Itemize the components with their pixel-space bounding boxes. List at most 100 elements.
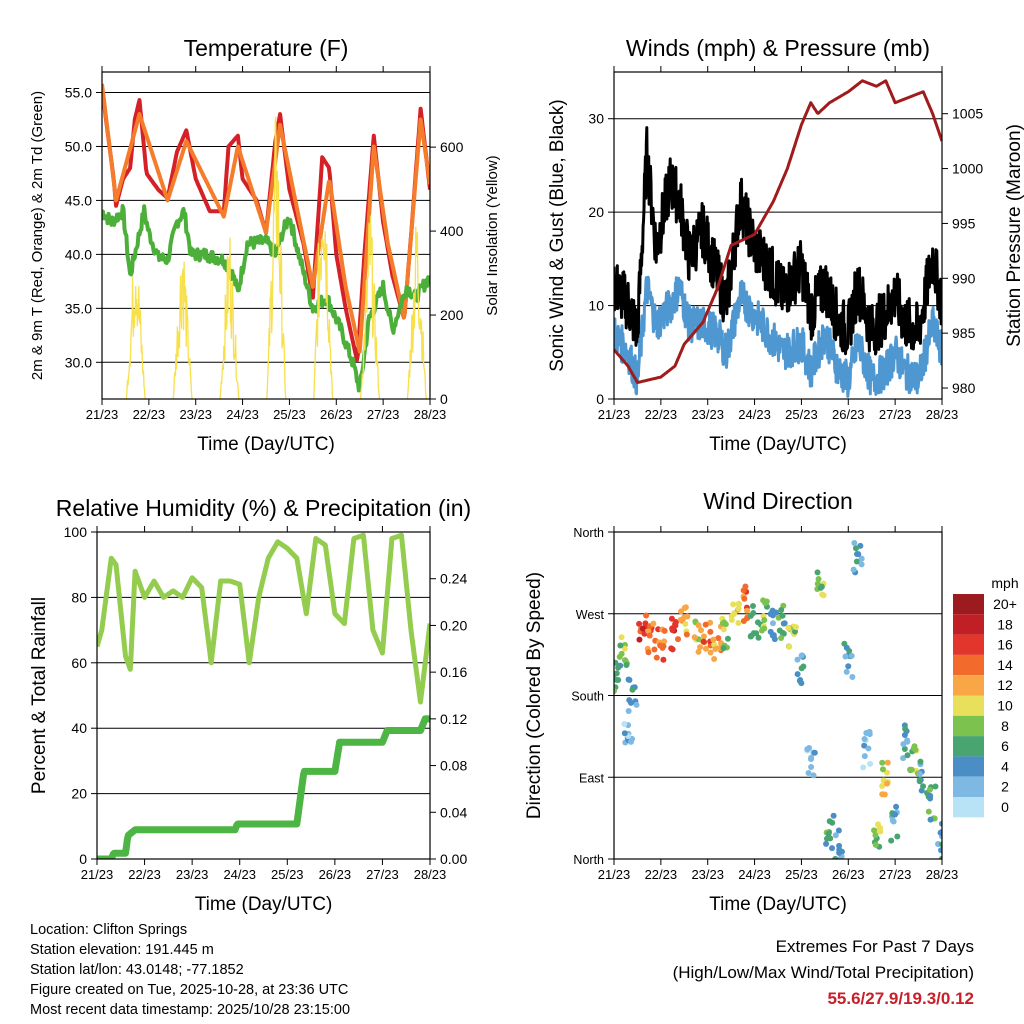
legend-label: 2 — [1001, 779, 1009, 795]
wind-direction-point — [650, 620, 657, 627]
y2-tick-label: 990 — [952, 270, 976, 286]
wind-direction-point — [939, 847, 942, 854]
wind-direction-point — [884, 780, 891, 787]
relative-humidity-series — [97, 532, 430, 705]
wind-direction-point — [842, 653, 849, 660]
wind-direction-point — [860, 764, 867, 771]
wind-direction-point — [877, 828, 884, 835]
y-tick-label: 60 — [71, 655, 87, 671]
x-tick-label: 26/23 — [832, 407, 865, 422]
wind-direction-point — [872, 832, 879, 839]
wind-direction-point — [849, 673, 856, 680]
y-tick-label: 30 — [588, 111, 604, 127]
x-tick-label: 23/23 — [179, 407, 212, 422]
wind-direction-point — [636, 636, 643, 643]
wind-direction-point — [724, 635, 731, 642]
y-tick-label: 20 — [588, 204, 604, 220]
wind-direction-point — [695, 622, 702, 629]
gust-series — [614, 126, 942, 356]
wind-direction-point — [626, 676, 633, 683]
wind-direction-point — [927, 792, 934, 799]
y2-tick-label: 600 — [440, 139, 464, 155]
y-tick-label: 55.0 — [65, 85, 92, 101]
x-tick-label: 27/23 — [879, 867, 912, 882]
wind-direction-point — [678, 608, 685, 615]
y-tick-label: 80 — [71, 589, 87, 605]
wind-direction-point — [730, 611, 737, 618]
wind-direction-point — [675, 636, 682, 643]
wind-direction-point — [939, 830, 942, 837]
wind-direction-point — [798, 652, 805, 659]
wind-direction-point — [710, 636, 717, 643]
wind-direction-point — [720, 645, 727, 652]
wind-direction-point — [785, 625, 792, 632]
wind-direction-point — [832, 856, 839, 859]
station-info: Location: Clifton Springs Station elevat… — [30, 920, 350, 1020]
wind-direction-point — [702, 645, 709, 652]
legend-label: 8 — [1001, 718, 1009, 734]
wind-direction-point — [843, 644, 850, 651]
wind-direction-point — [858, 561, 865, 568]
y-tick-label: North — [573, 526, 604, 540]
legend-swatch — [953, 634, 984, 655]
wind-direction-point — [879, 782, 886, 789]
plot-area — [97, 532, 430, 859]
wind-direction-point — [683, 631, 690, 638]
wind-direction-point — [798, 665, 805, 672]
wind-direction-point — [615, 664, 622, 671]
wind-direction-point — [861, 736, 868, 743]
wind-direction-point — [643, 612, 650, 619]
chart-title: Winds (mph) & Pressure (mb) — [626, 35, 930, 61]
y2-tick-label: 0.12 — [440, 711, 467, 727]
wind-direction-point — [932, 783, 939, 790]
wind-direction-point — [901, 746, 908, 753]
plot-frame — [613, 71, 943, 400]
wind-direction-point — [794, 656, 801, 663]
solar-series — [312, 231, 334, 399]
wind-direction-point — [761, 617, 768, 624]
wind-direction-point — [892, 811, 899, 818]
x-tick-label: 26/23 — [319, 867, 352, 882]
wind-direction-point — [672, 622, 679, 629]
wind-direction-point — [661, 638, 668, 645]
9m-t-series — [102, 83, 430, 354]
wind-direction-point — [866, 731, 873, 738]
legend-swatch — [953, 756, 984, 777]
x-tick-label: 25/23 — [273, 407, 306, 422]
chart-title: Temperature (F) — [184, 35, 349, 61]
y2-tick-label: 0.00 — [440, 851, 467, 867]
wind-direction-point — [617, 642, 624, 649]
wind-direction-point — [621, 721, 628, 728]
wind-direction-point — [715, 635, 722, 642]
wind-direction-point — [871, 827, 878, 834]
wind-direction-point — [829, 845, 836, 852]
x-tick-label: 23/23 — [176, 867, 209, 882]
wind-direction-point — [786, 643, 793, 650]
y2-tick-label: 980 — [952, 380, 976, 396]
x-tick-label: 22/23 — [128, 867, 161, 882]
legend-swatch — [953, 715, 984, 737]
plot-area — [614, 539, 942, 859]
wind-direction-point — [814, 569, 821, 576]
y2-tick-label: 0 — [440, 391, 448, 407]
x-tick-label: 28/23 — [414, 407, 447, 422]
wind-direction-point — [749, 602, 756, 609]
wind-direction-point — [808, 763, 815, 770]
wind-direction-point — [900, 741, 907, 748]
wind-direction-point — [884, 769, 891, 776]
wind-direction-point — [858, 555, 865, 562]
extremes-values: 55.6/27.9/19.3/0.12 — [827, 989, 974, 1008]
wind-direction-point — [691, 634, 698, 641]
total-precipitation-series — [97, 715, 430, 859]
wind-direction-point — [721, 619, 728, 626]
y2-tick-label: 0.24 — [440, 571, 467, 587]
wind-direction-point — [615, 676, 622, 683]
wind-direction-point — [804, 746, 811, 753]
legend-label: 10 — [997, 698, 1013, 714]
x-axis-label: Time (Day/UTC) — [709, 894, 847, 915]
wind-direction-point — [836, 842, 843, 849]
x-tick-label: 27/23 — [367, 407, 400, 422]
x-tick-label: 21/23 — [598, 407, 631, 422]
wind-direction-point — [853, 558, 860, 565]
